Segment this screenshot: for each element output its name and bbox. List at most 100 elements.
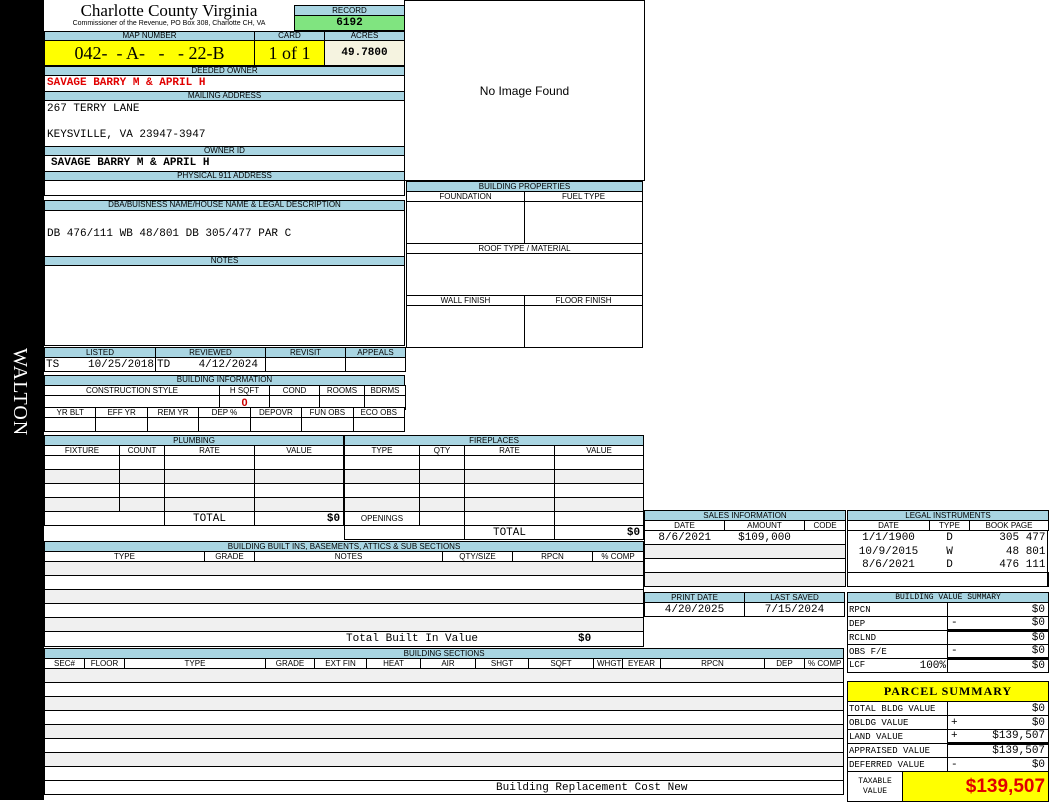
depovr-value <box>249 417 303 432</box>
legal-row: 10/9/2015 W 48 801 <box>848 545 1049 559</box>
fuel-type-value <box>524 201 643 244</box>
legal-book: 48 <box>1005 545 1020 558</box>
type-header: TYPE <box>124 658 266 669</box>
fp-type-header: TYPE <box>344 445 420 456</box>
foundation-label: FOUNDATION <box>406 191 525 202</box>
print-date: 4/20/2025 <box>644 602 745 617</box>
built-in-total: $0 <box>578 633 592 645</box>
section-row <box>43 752 845 767</box>
bvs-name: OBS F/E <box>847 644 948 659</box>
fireplace-row <box>344 469 645 484</box>
lcf-percent: 100% <box>919 659 946 672</box>
building-info-table-1: CONSTRUCTION STYLE H SQFT COND ROOMS BDRMS 0 <box>44 385 406 410</box>
sales-table: SALES INFORMATION DATE AMOUNT CODE 8/6/202… <box>644 510 846 587</box>
owner-id: SAVAGE BARRY M & APRIL H <box>44 155 405 172</box>
last-saved: 7/15/2024 <box>744 602 845 617</box>
rem-yr-value <box>146 417 200 432</box>
heat-header: HEAT <box>366 658 421 669</box>
print-date-label: PRINT DATE <box>644 592 745 603</box>
legal-row: 8/6/2021 D 476 111 <box>848 559 1049 573</box>
bvs-sign: - <box>951 617 958 629</box>
building-value-summary: BUILDING VALUE SUMMARY RPCN $0 DEP - $0 RCL… <box>847 592 1049 673</box>
listed-by: TS <box>46 358 60 371</box>
side-strip: WALTON <box>0 0 44 800</box>
grade-header: GRADE <box>265 658 315 669</box>
plumbing-table: PLUMBING FIXTURE COUNT RATE VALUE TOTAL $0 <box>43 435 345 526</box>
sale-date-header: DATE <box>644 520 725 531</box>
fireplace-row <box>344 497 645 512</box>
replacement-cost-label: Building Replacement Cost New <box>496 781 688 794</box>
taxable-label: TAXABLE VALUE <box>847 771 903 802</box>
bvs-row: RPCN $0 <box>847 602 1049 617</box>
plumbing-row <box>44 469 345 484</box>
rate-header: RATE <box>164 445 255 456</box>
bi-notes-header: NOTES <box>254 551 443 562</box>
floor-header: FLOOR <box>84 658 125 669</box>
fireplaces-table: FIREPLACES TYPE QTY RATE VALUE OPENINGS TOT… <box>343 435 645 540</box>
eco-obs-header: ECO OBS <box>352 407 406 418</box>
county-subtitle: Commissioner of the Revenue, PO Box 308,… <box>72 20 266 27</box>
rooms-header: ROOMS <box>319 385 365 396</box>
floor-finish-label: FLOOR FINISH <box>524 295 643 306</box>
wall-finish-label: WALL FINISH <box>406 295 525 306</box>
fireplaces-label: FIREPLACES <box>343 435 645 446</box>
bvs-row: DEP - $0 <box>847 616 1049 632</box>
sale-row <box>644 558 846 573</box>
section-row <box>43 710 845 725</box>
legal-type: D <box>946 531 953 544</box>
record-number: 6192 <box>294 15 405 31</box>
dep-pct-header: DEP % <box>198 407 251 418</box>
bvs-value: $0 <box>1031 617 1045 629</box>
built-in-row <box>43 589 645 604</box>
sec-header: SEC# <box>44 658 85 669</box>
card-number: 1 of 1 <box>254 40 325 66</box>
eyear-header: EYEAR <box>622 658 661 669</box>
property-image: No Image Found <box>404 0 645 181</box>
legal-row <box>846 572 1050 587</box>
built-in-row <box>43 617 645 632</box>
taxable-value: $139,507 <box>901 771 1050 802</box>
reviewed-cell: TD 4/12/2024 <box>155 357 266 372</box>
fuel-type-label: FUEL TYPE <box>524 191 643 202</box>
openings-label: OPENINGS <box>344 511 420 526</box>
acres-value: 49.7800 <box>324 40 405 66</box>
physical-address <box>44 180 405 196</box>
built-ins-table: BUILDING BUILT INS, BASEMENTS, ATTICS & … <box>43 541 645 647</box>
fireplace-total-label: TOTAL <box>464 525 555 540</box>
fixture-header: FIXTURE <box>44 445 120 456</box>
notes-field <box>44 265 405 346</box>
summary-value: $0 <box>1031 716 1046 729</box>
summary-name: DEFERRED VALUE <box>847 757 948 772</box>
summary-value: $139,507 <box>992 730 1046 742</box>
bvs-label: BUILDING VALUE SUMMARY <box>847 592 1049 603</box>
mailing-address: 267 TERRY LANE KEYSVILLE, VA 23947-3947 <box>44 100 405 147</box>
legal-label: LEGAL INSTRUMENTS <box>846 510 1050 521</box>
eff-yr-header: EFF YR <box>95 407 148 418</box>
bi-grade-header: GRADE <box>204 551 255 562</box>
summary-row: TOTAL BLDG VALUE $0 <box>847 701 1050 716</box>
built-in-row <box>43 575 645 590</box>
bi-rpcn-header: RPCN <box>512 551 593 562</box>
summary-name: APPRAISED VALUE <box>847 743 948 758</box>
plumbing-row <box>44 483 345 498</box>
count-header: COUNT <box>119 445 165 456</box>
bi-comp-header: % COMP <box>591 551 645 562</box>
sale-row <box>644 544 846 559</box>
building-sections-label: BUILDING SECTIONS <box>43 648 845 659</box>
mailing-line-1: 267 TERRY LANE <box>47 103 140 115</box>
review-table: LISTED REVIEWED REVISIT APPEALS TS 10/25/201… <box>44 347 406 372</box>
bvs-name: DEP <box>847 616 948 631</box>
sale-amount-header: AMOUNT <box>724 520 805 531</box>
summary-name: TOTAL BLDG VALUE <box>847 701 948 716</box>
last-saved-label: LAST SAVED <box>744 592 845 603</box>
bvs-row: RCLND $0 <box>847 630 1049 645</box>
bvs-name: RCLND <box>847 630 948 645</box>
legal-bookpage-header: BOOK PAGE <box>968 520 1050 531</box>
plumbing-total-label: TOTAL <box>164 511 255 526</box>
reviewed-label: REVIEWED <box>155 347 266 358</box>
legal-date-header: DATE <box>847 520 930 531</box>
reviewed-by: TD <box>157 358 171 371</box>
rem-yr-header: REM YR <box>146 407 200 418</box>
ext-fin-header: EXT FIN <box>314 658 367 669</box>
bdrms-header: BDRMS <box>364 385 406 396</box>
